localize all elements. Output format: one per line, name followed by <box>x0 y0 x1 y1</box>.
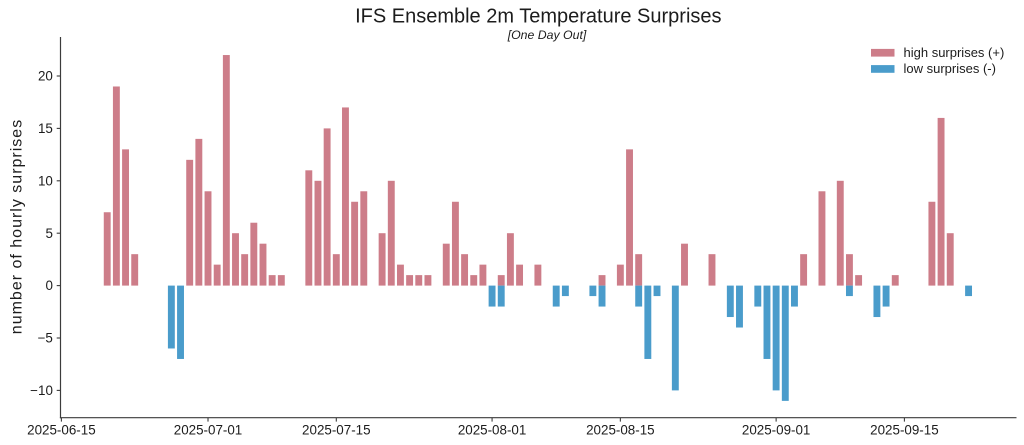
svg-text:2025-08-01: 2025-08-01 <box>458 422 527 437</box>
svg-text:−10: −10 <box>30 383 53 398</box>
svg-text:2025-09-01: 2025-09-01 <box>742 422 811 437</box>
svg-text:[One Day Out]: [One Day Out] <box>507 28 587 42</box>
svg-text:2025-08-15: 2025-08-15 <box>586 422 655 437</box>
svg-text:low surprises (-): low surprises (-) <box>904 61 996 76</box>
svg-text:20: 20 <box>38 69 53 84</box>
svg-text:2025-07-01: 2025-07-01 <box>174 422 243 437</box>
svg-text:10: 10 <box>38 173 53 188</box>
svg-text:0: 0 <box>45 278 52 293</box>
svg-text:IFS Ensemble 2m Temperature Su: IFS Ensemble 2m Temperature Surprises <box>355 6 721 28</box>
svg-text:high surprises (+): high surprises (+) <box>904 45 1005 60</box>
svg-text:5: 5 <box>45 226 52 241</box>
svg-text:number of hourly surprises: number of hourly surprises <box>9 119 26 334</box>
svg-text:2025-09-15: 2025-09-15 <box>870 422 939 437</box>
svg-text:−5: −5 <box>38 331 53 346</box>
svg-text:15: 15 <box>38 121 53 136</box>
svg-text:2025-07-15: 2025-07-15 <box>302 422 371 437</box>
svg-text:2025-06-15: 2025-06-15 <box>27 422 96 437</box>
